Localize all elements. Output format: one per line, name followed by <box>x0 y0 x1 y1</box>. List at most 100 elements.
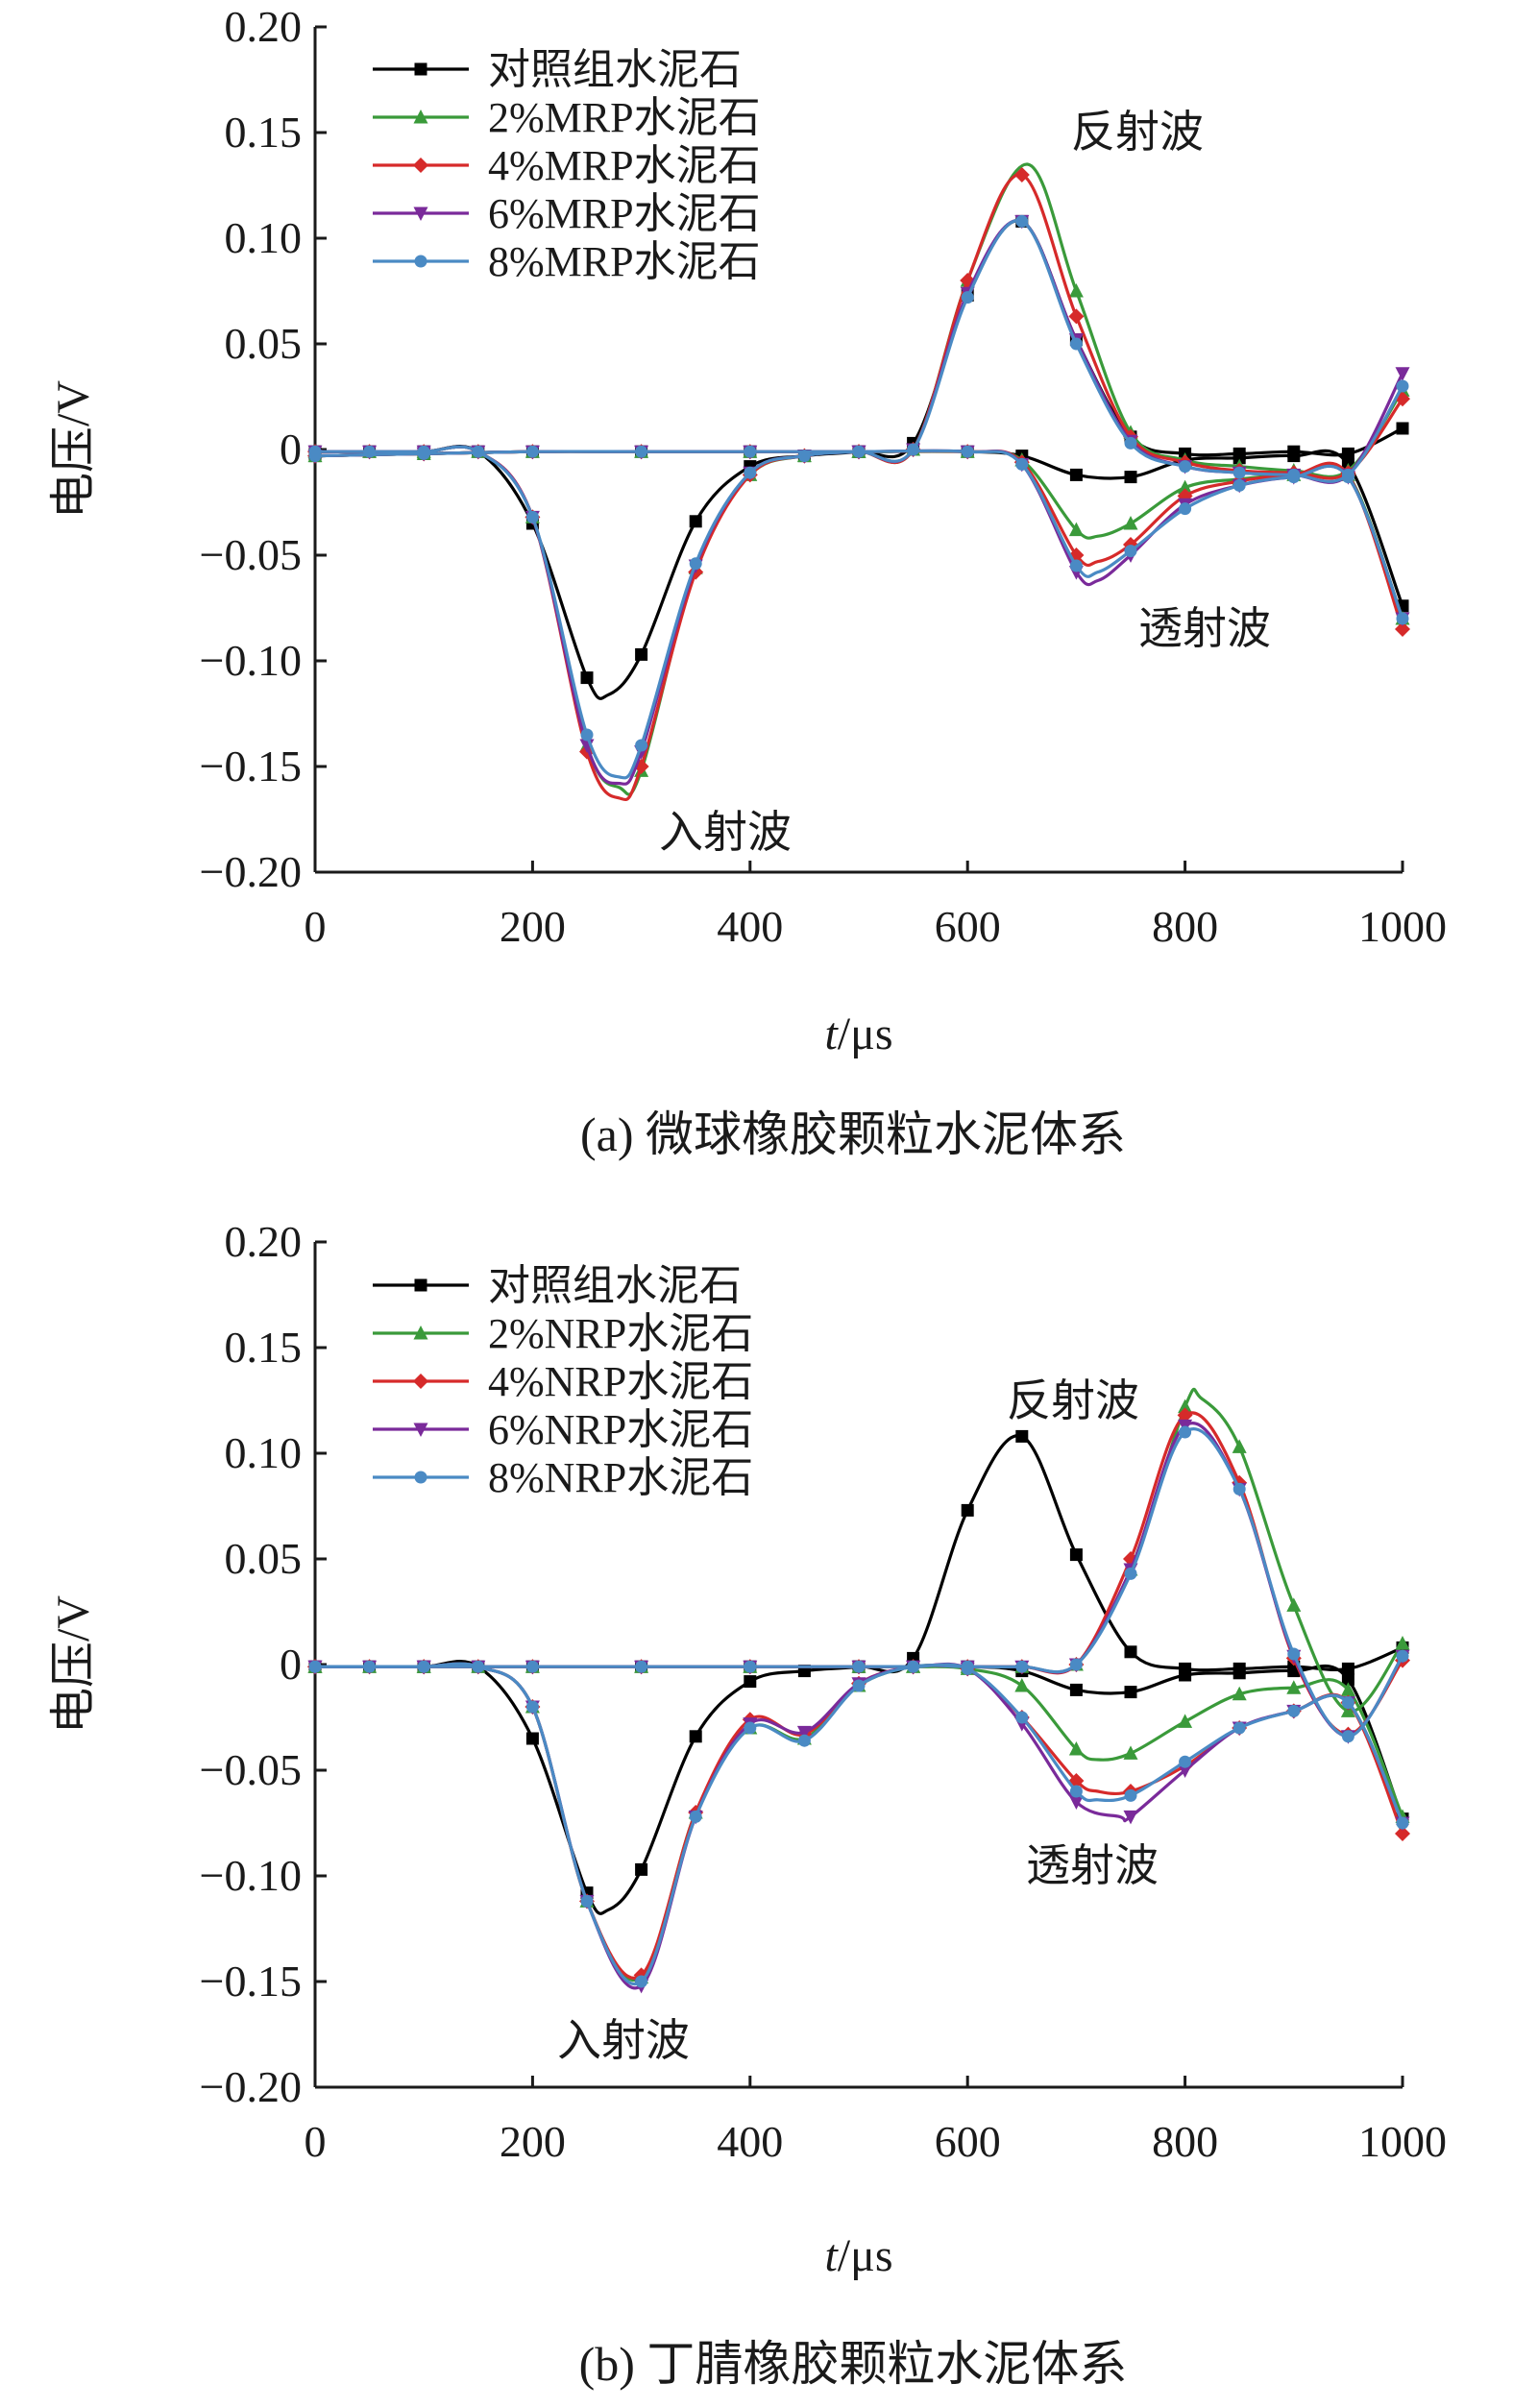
data-point <box>1069 468 1083 481</box>
legend-marker <box>414 1471 427 1484</box>
x-tick-label: 400 <box>717 902 783 951</box>
data-point <box>1124 1686 1137 1699</box>
data-point <box>1341 1730 1354 1743</box>
data-point <box>1341 447 1354 460</box>
data-point <box>1068 308 1085 325</box>
data-point <box>308 450 322 463</box>
annotation-incident: 入射波 <box>659 808 792 857</box>
data-point <box>1068 1741 1084 1756</box>
x-axis-label: t/μs <box>824 1009 892 1059</box>
data-point <box>961 1503 974 1517</box>
data-point <box>1232 1439 1247 1453</box>
series-line <box>314 1427 1404 1985</box>
data-point <box>689 1730 702 1743</box>
data-point <box>1124 1567 1137 1580</box>
data-point <box>525 445 539 458</box>
data-point <box>1232 451 1246 465</box>
data-point <box>1179 460 1192 474</box>
data-point <box>1341 1672 1354 1686</box>
data-point <box>1232 1482 1246 1496</box>
legend-marker <box>414 62 427 76</box>
y-tick-label: −0.15 <box>200 1957 302 2006</box>
y-tick-label: −0.05 <box>200 530 302 579</box>
legend-label: 2%MRP水泥石 <box>488 94 761 141</box>
data-point <box>1232 466 1246 479</box>
data-point <box>1232 1666 1246 1680</box>
data-point <box>1232 478 1246 492</box>
data-point <box>1015 1660 1029 1673</box>
y-tick-label: 0.15 <box>225 108 303 157</box>
data-point <box>1177 1407 1193 1423</box>
legend-marker <box>413 158 428 173</box>
data-point <box>1178 479 1193 495</box>
x-tick-label: 200 <box>500 2117 566 2166</box>
legend-label: 对照组水泥石 <box>488 1262 742 1309</box>
data-point <box>1015 1711 1029 1724</box>
data-point <box>1123 1745 1138 1760</box>
data-point <box>1286 1597 1302 1612</box>
data-point <box>1396 1649 1409 1663</box>
y-tick-label: −0.05 <box>200 1745 302 1794</box>
series-4 <box>307 1419 1410 1994</box>
data-point <box>1068 1795 1084 1810</box>
series-line <box>315 218 1404 786</box>
data-point <box>1068 522 1084 537</box>
data-point <box>1179 1755 1192 1768</box>
data-point <box>525 1732 539 1745</box>
data-point <box>1178 1763 1193 1778</box>
data-point <box>1124 436 1137 450</box>
y-tick-label: 0.05 <box>225 319 303 368</box>
legend-marker <box>413 207 428 221</box>
legend-item: 2%NRP水泥石 <box>373 1310 753 1357</box>
data-point <box>1395 367 1410 381</box>
data-point <box>635 739 648 752</box>
data-point <box>1015 1429 1029 1443</box>
data-point <box>1341 471 1354 484</box>
data-point <box>417 447 430 460</box>
legend-marker <box>414 1278 427 1292</box>
x-tick-label: 1000 <box>1358 902 1447 951</box>
data-point <box>1069 1785 1083 1798</box>
data-point <box>1232 1686 1247 1701</box>
data-point <box>580 1894 594 1908</box>
data-point <box>744 466 757 479</box>
legend-item: 对照组水泥石 <box>373 46 742 93</box>
legend-item: 2%MRP水泥石 <box>373 94 761 141</box>
data-point <box>852 1660 866 1673</box>
annotation-transmit: 透射波 <box>1026 1841 1159 1890</box>
legend-marker <box>413 1374 428 1389</box>
data-point <box>689 1810 702 1823</box>
data-point <box>1395 1636 1410 1650</box>
series-line <box>314 1663 1404 1824</box>
legend-marker <box>413 1423 428 1437</box>
y-tick-label: 0.05 <box>225 1534 303 1583</box>
legend-marker <box>413 1326 428 1340</box>
data-point <box>796 1725 812 1740</box>
legend-marker <box>414 255 427 268</box>
data-point <box>1341 1662 1354 1675</box>
data-point <box>1124 1788 1137 1802</box>
annotation-transmit: 透射波 <box>1138 604 1271 653</box>
legend-item: 8%NRP水泥石 <box>373 1454 753 1501</box>
data-point <box>1396 1816 1409 1830</box>
y-tick-label: 0.20 <box>225 2 303 51</box>
data-point <box>744 1660 757 1673</box>
data-point <box>635 445 648 458</box>
y-tick-label: 0.10 <box>225 213 303 262</box>
data-point <box>1287 450 1301 463</box>
caption-b: (b) 丁腈橡胶颗粒水泥体系 <box>579 2337 1128 2391</box>
series-4 <box>307 214 1410 786</box>
legend-item: 对照组水泥石 <box>373 1262 742 1309</box>
legend-marker <box>413 109 428 124</box>
y-tick-label: 0 <box>280 1640 302 1689</box>
legend-label: 6%MRP水泥石 <box>488 190 761 237</box>
data-point <box>1069 337 1083 351</box>
x-axis-label: t/μs <box>824 2230 892 2281</box>
legend-label: 6%NRP水泥石 <box>488 1406 753 1453</box>
data-point <box>1178 1714 1193 1728</box>
y-axis-label: 电压/V <box>48 1595 99 1734</box>
data-point <box>1179 1425 1192 1439</box>
series-5 <box>308 214 1409 780</box>
